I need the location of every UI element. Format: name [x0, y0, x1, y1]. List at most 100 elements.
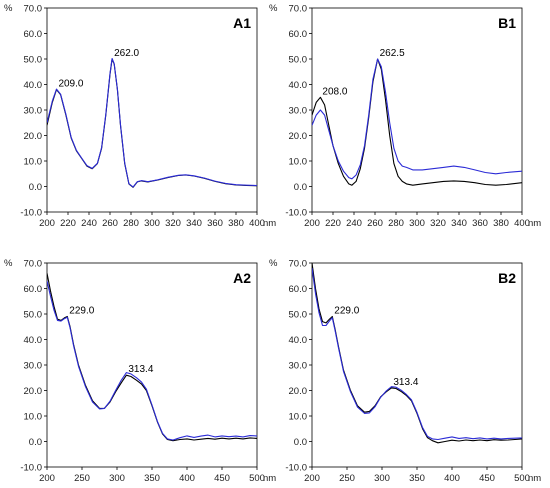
- peak-annotation: 262.0: [114, 48, 139, 59]
- y-tick-label: 50.0: [289, 309, 308, 320]
- x-tick-label: 260: [367, 218, 383, 229]
- peak-annotation: 208.0: [322, 86, 347, 97]
- x-tick-label: 400: [444, 473, 460, 484]
- y-tick-label: -10.0: [285, 207, 307, 218]
- plot-frame: [311, 262, 523, 468]
- plot-frame: [311, 7, 523, 213]
- peak-annotation: 262.5: [380, 48, 405, 59]
- peak-annotation: 229.0: [69, 306, 94, 317]
- x-tick-label: 450: [479, 473, 495, 484]
- y-tick-label: 30.0: [24, 360, 43, 371]
- y-tick-label: 20.0: [289, 386, 308, 397]
- x-tick-label: 360: [472, 218, 488, 229]
- panel-label: B1: [498, 15, 516, 31]
- y-tick-label: 50.0: [24, 54, 43, 65]
- y-tick-label: 0.0: [29, 437, 42, 448]
- x-tick-label: 300: [144, 218, 160, 229]
- y-tick-label: 40.0: [24, 80, 43, 91]
- y-tick-label: 60.0: [289, 29, 308, 40]
- y-tick-label: 40.0: [289, 335, 308, 346]
- x-tick-label: 360: [207, 218, 223, 229]
- chart-panel-b2: -10.0 0.0 10.0 20.0 30.0 40.0 50.0 60.0 70.0 200 2…: [269, 258, 541, 484]
- series-line-1: [312, 268, 522, 441]
- y-unit-label: %: [4, 258, 13, 269]
- x-unit-label: nm: [528, 473, 541, 484]
- x-unit-label: nm: [263, 473, 276, 484]
- x-tick-label: 250: [339, 473, 355, 484]
- x-tick-label: 200: [39, 473, 55, 484]
- y-tick-label: 50.0: [289, 54, 308, 65]
- chart-panel-a1: -10.0 0.0 10.0 20.0 30.0 40.0 50.0 60.0 70.0 200 2…: [4, 3, 276, 229]
- y-tick-label: 30.0: [289, 105, 308, 116]
- panel-label: B2: [498, 270, 516, 286]
- y-tick-label: 30.0: [289, 360, 308, 371]
- x-tick-label: 260: [102, 218, 118, 229]
- y-tick-label: 20.0: [289, 131, 308, 142]
- y-tick-label: 0.0: [294, 182, 307, 193]
- series-line-0: [312, 263, 522, 444]
- peak-annotation: 313.4: [393, 377, 418, 388]
- x-tick-label: 340: [186, 218, 202, 229]
- x-unit-label: nm: [528, 218, 541, 229]
- y-tick-label: 10.0: [289, 411, 308, 422]
- x-tick-label: 380: [493, 218, 509, 229]
- y-tick-label: -10.0: [285, 462, 307, 473]
- y-tick-label: 0.0: [294, 437, 307, 448]
- chart-panel-a2: -10.0 0.0 10.0 20.0 30.0 40.0 50.0 60.0 70.0 200 2…: [4, 258, 276, 484]
- x-tick-label: 350: [409, 473, 425, 484]
- y-tick-label: 10.0: [24, 411, 43, 422]
- x-tick-label: 300: [374, 473, 390, 484]
- x-tick-label: 500: [249, 473, 265, 484]
- x-tick-label: 200: [304, 218, 320, 229]
- panel-label: A2: [233, 270, 251, 286]
- y-tick-label: 60.0: [24, 284, 43, 295]
- y-tick-label: 10.0: [289, 156, 308, 167]
- x-tick-label: 380: [228, 218, 244, 229]
- y-tick-label: -10.0: [20, 207, 42, 218]
- series-line-1: [312, 58, 522, 180]
- chart-panel-b1: -10.0 0.0 10.0 20.0 30.0 40.0 50.0 60.0 70.0 200 2…: [269, 3, 541, 229]
- x-tick-label: 320: [165, 218, 181, 229]
- peak-annotation: 229.0: [334, 306, 359, 317]
- y-tick-label: 40.0: [24, 335, 43, 346]
- y-tick-label: 60.0: [24, 29, 43, 40]
- y-tick-label: 50.0: [24, 309, 43, 320]
- peak-annotation: 313.4: [128, 364, 153, 375]
- y-tick-label: 70.0: [289, 3, 308, 14]
- x-tick-label: 350: [144, 473, 160, 484]
- y-tick-label: 70.0: [24, 258, 43, 269]
- x-tick-label: 340: [451, 218, 467, 229]
- y-tick-label: 70.0: [24, 3, 43, 14]
- y-tick-label: 20.0: [24, 386, 43, 397]
- x-tick-label: 220: [60, 218, 76, 229]
- x-tick-label: 250: [74, 473, 90, 484]
- x-tick-label: 400: [514, 218, 530, 229]
- y-tick-label: 10.0: [24, 156, 43, 167]
- x-tick-label: 220: [325, 218, 341, 229]
- y-tick-label: 20.0: [24, 131, 43, 142]
- y-tick-label: 0.0: [29, 182, 42, 193]
- x-tick-label: 240: [346, 218, 362, 229]
- x-tick-label: 200: [304, 473, 320, 484]
- y-tick-label: 70.0: [289, 258, 308, 269]
- y-unit-label: %: [4, 3, 13, 14]
- series-line-1: [47, 57, 257, 188]
- y-tick-label: 30.0: [24, 105, 43, 116]
- x-tick-label: 280: [123, 218, 139, 229]
- x-tick-label: 450: [214, 473, 230, 484]
- x-tick-label: 400: [249, 218, 265, 229]
- x-tick-label: 200: [39, 218, 55, 229]
- x-tick-label: 300: [109, 473, 125, 484]
- series-line-0: [47, 273, 257, 442]
- x-tick-label: 300: [409, 218, 425, 229]
- y-tick-label: 60.0: [289, 284, 308, 295]
- y-unit-label: %: [269, 258, 278, 269]
- panel-label: A1: [233, 15, 251, 31]
- y-tick-label: -10.0: [20, 462, 42, 473]
- x-tick-label: 500: [514, 473, 530, 484]
- y-unit-label: %: [269, 3, 278, 14]
- y-tick-label: 40.0: [289, 80, 308, 91]
- x-tick-label: 400: [179, 473, 195, 484]
- x-tick-label: 320: [430, 218, 446, 229]
